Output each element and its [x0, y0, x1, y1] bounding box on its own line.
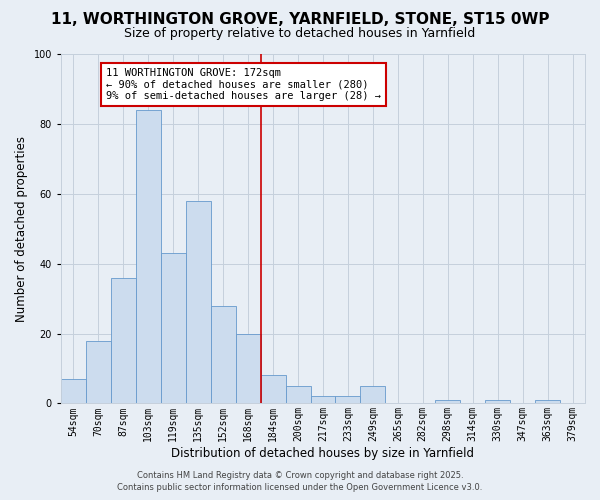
Text: Size of property relative to detached houses in Yarnfield: Size of property relative to detached ho… [124, 28, 476, 40]
Bar [86, 340, 111, 404]
Bar [435, 400, 460, 404]
Bar [286, 386, 311, 404]
Bar [485, 400, 510, 404]
Bar [161, 253, 186, 404]
Bar [111, 278, 136, 404]
Y-axis label: Number of detached properties: Number of detached properties [15, 136, 28, 322]
Bar [211, 306, 236, 404]
Bar [136, 110, 161, 404]
Bar [335, 396, 361, 404]
Text: 11, WORTHINGTON GROVE, YARNFIELD, STONE, ST15 0WP: 11, WORTHINGTON GROVE, YARNFIELD, STONE,… [51, 12, 549, 28]
Text: Contains HM Land Registry data © Crown copyright and database right 2025.
Contai: Contains HM Land Registry data © Crown c… [118, 471, 482, 492]
Bar [236, 334, 260, 404]
X-axis label: Distribution of detached houses by size in Yarnfield: Distribution of detached houses by size … [172, 447, 475, 460]
Bar [186, 201, 211, 404]
Bar [361, 386, 385, 404]
Bar [535, 400, 560, 404]
Bar [260, 376, 286, 404]
Text: 11 WORTHINGTON GROVE: 172sqm
← 90% of detached houses are smaller (280)
9% of se: 11 WORTHINGTON GROVE: 172sqm ← 90% of de… [106, 68, 381, 101]
Bar [61, 379, 86, 404]
Bar [311, 396, 335, 404]
